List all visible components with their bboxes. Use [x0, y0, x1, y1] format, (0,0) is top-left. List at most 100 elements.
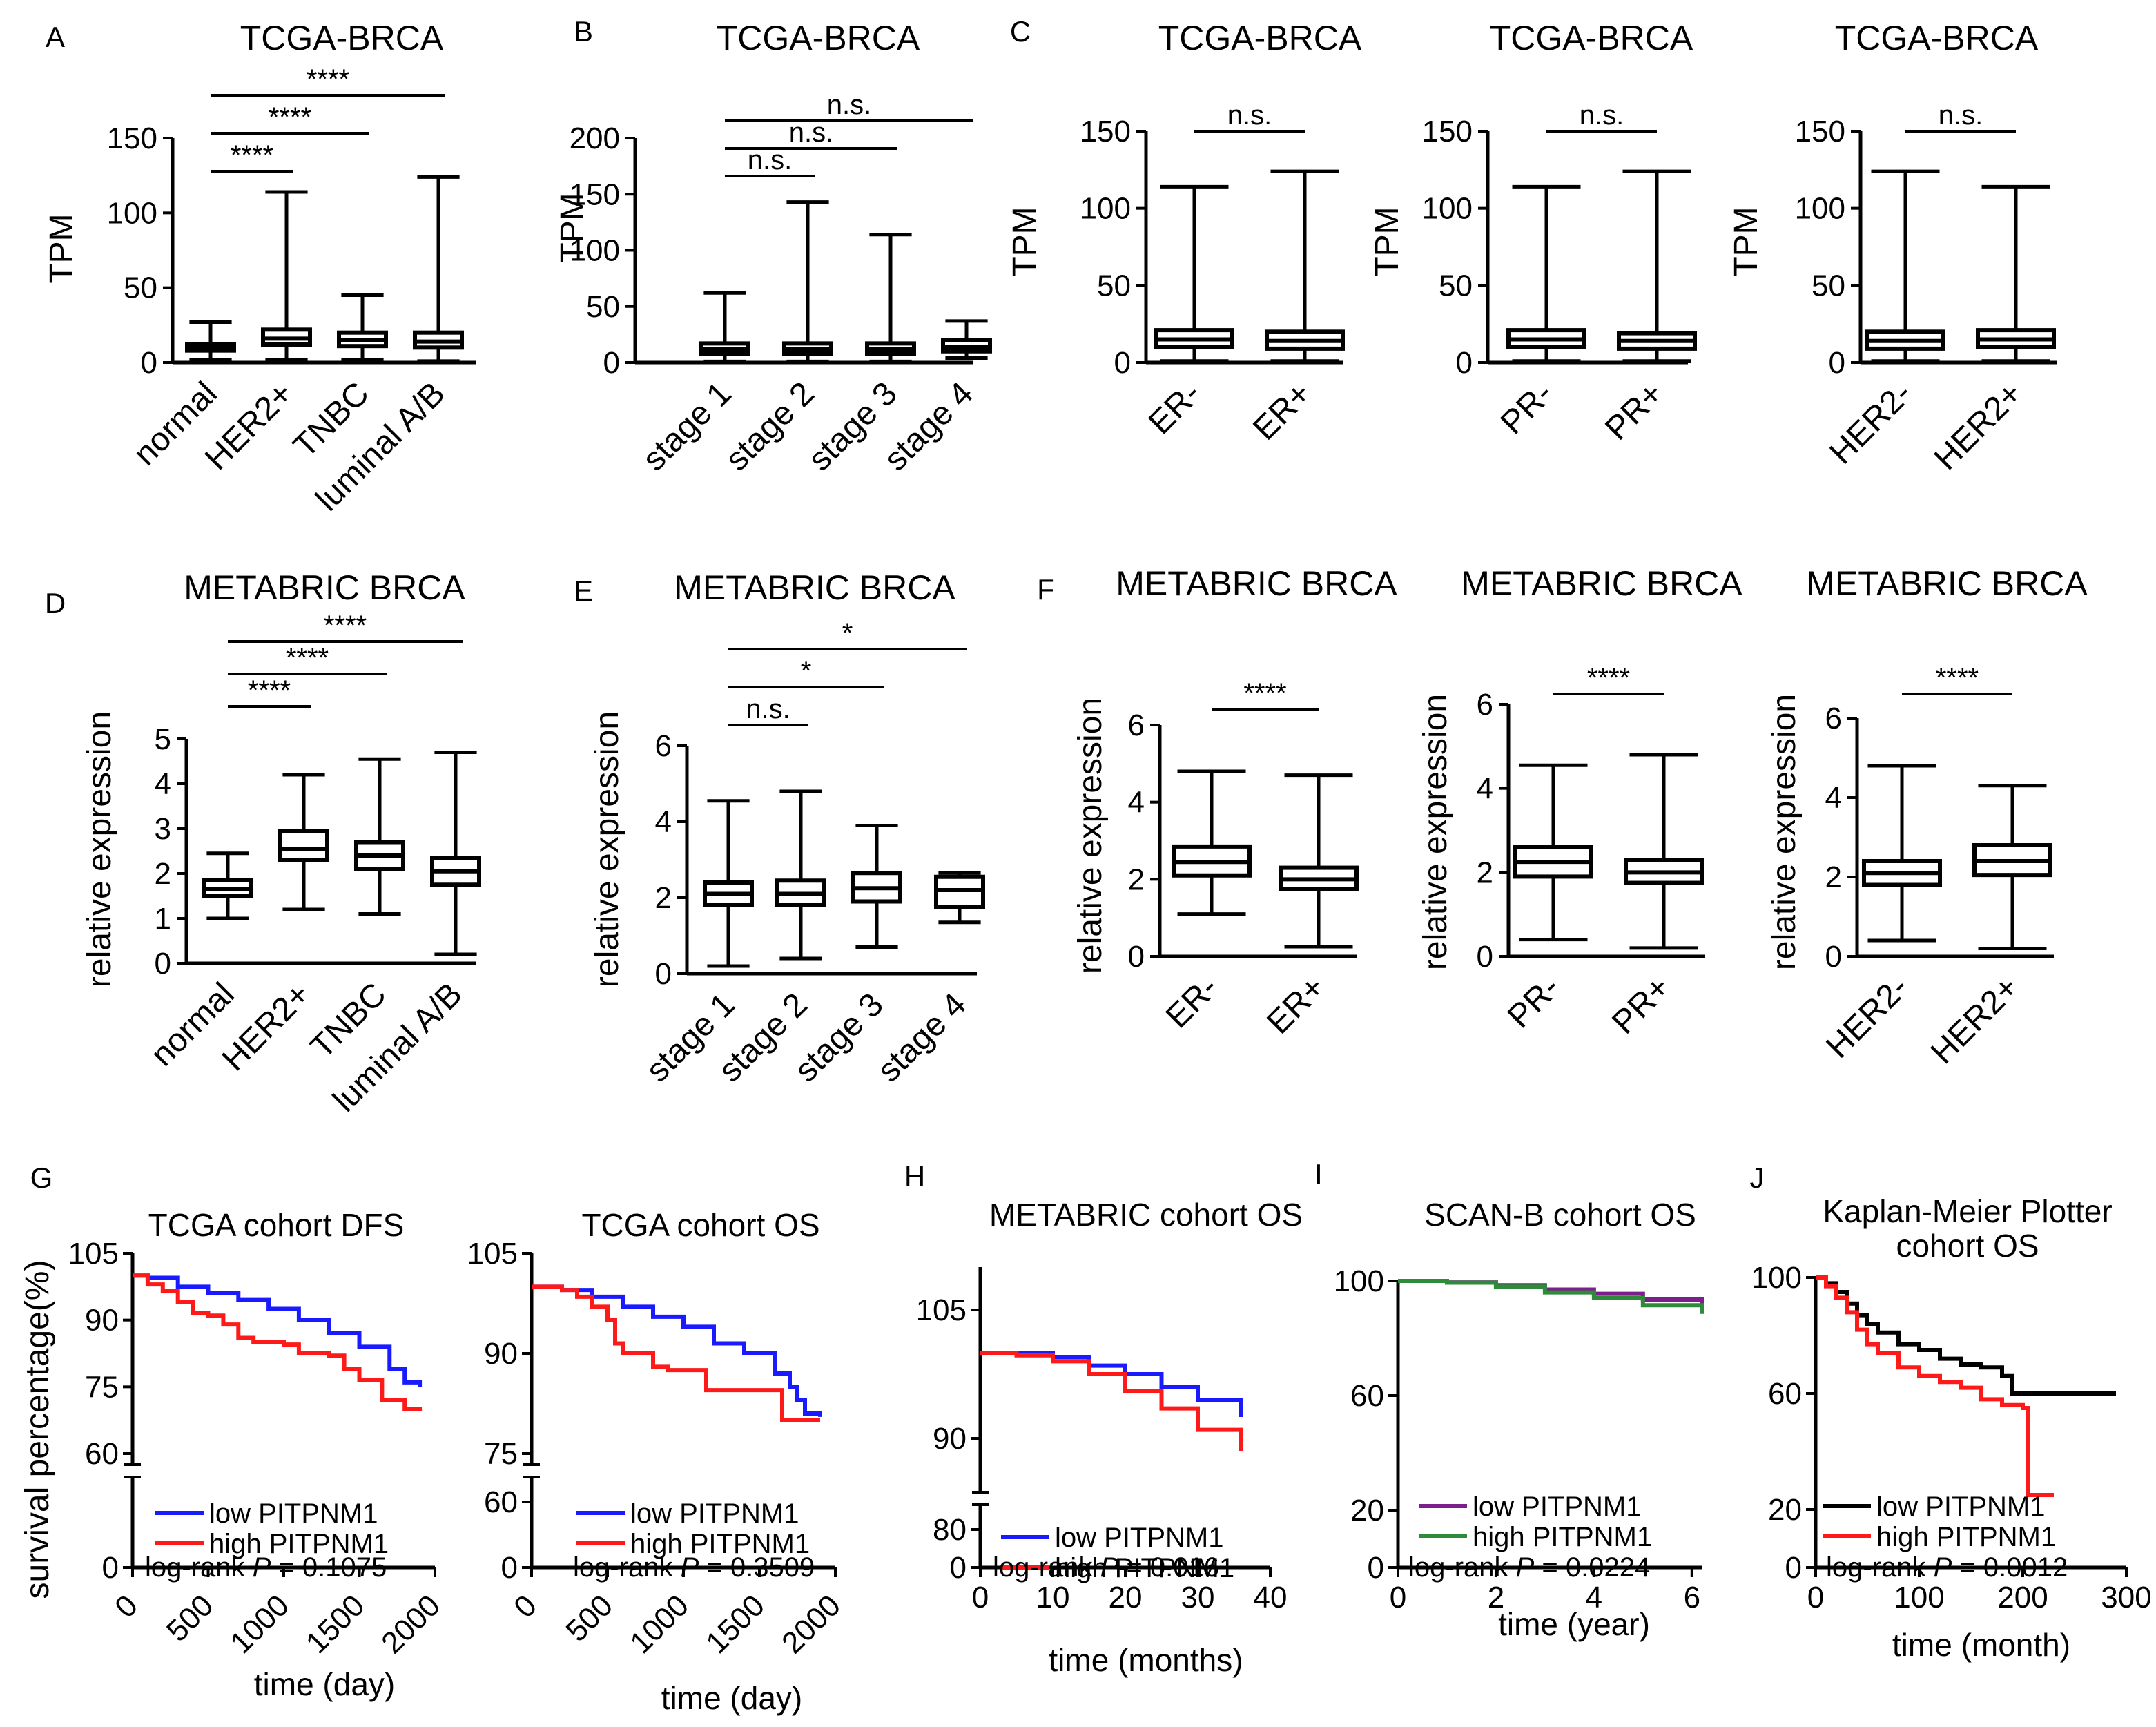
panel-label: F — [1037, 573, 1055, 606]
panel-label: D — [45, 587, 66, 619]
x-tick-label: 40 — [1254, 1581, 1288, 1614]
y-tick-label: 150 — [1795, 115, 1845, 148]
y-tick-label: 100 — [1751, 1261, 1802, 1295]
y-tick-label: 150 — [570, 177, 620, 211]
y-tick-label: 0 — [102, 1551, 119, 1585]
x-tick-label: stage 2 — [719, 375, 822, 478]
panel-label: E — [574, 575, 593, 607]
y-axis-label: relative expression — [589, 711, 625, 987]
y-tick-label: 100 — [1334, 1264, 1384, 1298]
boxplot-panel-9: METABRIC BRCA relative expression 0 2 4 6 PR- P… — [1417, 564, 1742, 1041]
x-tick-label: ER- — [1159, 969, 1225, 1035]
chart-title: Kaplan-Meier Plotter — [1823, 1193, 2112, 1229]
chart-title: TCGA-BRCA — [1490, 19, 1693, 57]
x-tick-label: 500 — [560, 1588, 620, 1648]
y-tick-label: 75 — [484, 1437, 518, 1471]
chart-title: SCAN-B cohort OS — [1424, 1197, 1696, 1233]
legend-label: high PITPNM1 — [1876, 1522, 2056, 1552]
survival-panel-2: TCGA cohort OS 0 60 75 90 105 0 500 1000 1500 2000… — [467, 1207, 847, 1716]
survival-curve — [532, 1284, 820, 1422]
pvalue-italic: P — [1934, 1552, 1952, 1583]
chart-title: METABRIC BRCA — [674, 568, 955, 607]
significance-label: n.s. — [748, 145, 792, 175]
y-tick-label: 50 — [124, 271, 157, 305]
x-tick-label: stage 1 — [636, 375, 739, 478]
y-tick-label: 0 — [1825, 940, 1842, 974]
legend-label: high PITPNM1 — [209, 1529, 389, 1559]
y-axis-label: TPM — [1728, 206, 1765, 276]
pvalue-suffix: = 0.0224 — [1534, 1552, 1650, 1583]
boxplot-panel-10: METABRIC BRCA relative expression 0 2 4 6 HER2… — [1766, 564, 2088, 1071]
y-tick-label: 0 — [1128, 940, 1145, 974]
y-axis-label: TPM — [43, 213, 80, 283]
legend-label: low PITPNM1 — [1473, 1492, 1642, 1522]
y-tick-label: 0 — [1368, 1551, 1384, 1585]
x-axis-label: time (day) — [254, 1666, 395, 1702]
pvalue-prefix: log-rank — [145, 1552, 253, 1583]
x-tick-label: 10 — [1036, 1581, 1070, 1614]
boxplot-panel-5: TCGA-BRCA TPM 0 50 100 150 HER2- HER2+ n.s. — [1728, 19, 2057, 477]
y-tick-label: 50 — [1812, 269, 1845, 302]
x-tick-label: 200 — [1997, 1581, 2048, 1614]
y-tick-label: 90 — [484, 1337, 518, 1371]
chart-title: TCGA-BRCA — [1158, 19, 1362, 57]
boxplot-panel-1: A TCGA-BRCATPM050100150normalHER2+TNBClum… — [43, 19, 476, 519]
significance-label: n.s. — [1939, 100, 1983, 131]
significance-label: **** — [248, 675, 291, 706]
significance-label: n.s. — [1227, 100, 1272, 131]
x-tick-label: PR- — [1501, 969, 1567, 1035]
y-tick-label: 60 — [85, 1437, 119, 1471]
significance-label: n.s. — [746, 694, 790, 724]
pvalue-suffix: = 0.0012 — [1952, 1552, 2068, 1583]
significance-label: * — [801, 656, 812, 686]
y-axis-label: TPM — [1369, 206, 1406, 276]
pvalue-italic: P — [253, 1552, 271, 1583]
y-tick-label: 4 — [1128, 786, 1145, 820]
y-axis-label: survival percentage(%) — [19, 1260, 56, 1599]
y-tick-label: 150 — [1080, 115, 1131, 148]
x-axis-label: time (months) — [1049, 1642, 1243, 1678]
x-tick-label: 2000 — [375, 1588, 447, 1660]
y-axis-label: relative expression — [81, 711, 118, 987]
panel-label: C — [1010, 15, 1031, 48]
significance-label: **** — [1587, 663, 1630, 693]
y-tick-label: 0 — [950, 1551, 967, 1585]
panel-label: B — [574, 15, 593, 48]
x-tick-label: 30 — [1181, 1581, 1215, 1614]
pvalue-italic: P — [1516, 1552, 1535, 1583]
x-tick-label: 100 — [1894, 1581, 1944, 1614]
survival-curve — [532, 1284, 822, 1417]
significance-label: **** — [1243, 678, 1286, 708]
chart-title: METABRIC cohort OS — [989, 1197, 1303, 1233]
survival-curve — [980, 1351, 1243, 1451]
axis-break-gap — [973, 1492, 987, 1506]
x-tick-label: HER2+ — [1927, 375, 2030, 477]
x-tick-label: 1500 — [699, 1588, 771, 1660]
x-tick-label: HER2- — [1823, 375, 1919, 471]
pvalue-suffix: = 0.1075 — [271, 1552, 387, 1583]
y-tick-label: 2 — [1477, 856, 1493, 889]
x-tick-label: 20 — [1109, 1581, 1143, 1614]
x-tick-label: 0 — [507, 1588, 543, 1624]
x-tick-label: 500 — [160, 1588, 220, 1648]
legend-label: high PITPNM1 — [1055, 1553, 1234, 1583]
legend-label: low PITPNM1 — [209, 1498, 378, 1529]
chart-title: METABRIC BRCA — [1461, 564, 1742, 603]
pvalue-italic: P — [681, 1552, 699, 1583]
panel-label: H — [904, 1160, 925, 1193]
y-tick-label: 4 — [1825, 781, 1842, 815]
chart-title: METABRIC BRCA — [1806, 564, 2088, 603]
pvalue-prefix: log-rank — [993, 1552, 1100, 1583]
y-tick-label: 100 — [570, 234, 620, 268]
axis-break-gap — [126, 1465, 139, 1478]
x-tick-label: 0 — [1390, 1581, 1406, 1614]
panel-label: G — [30, 1161, 53, 1194]
y-tick-label: 150 — [107, 122, 157, 155]
y-tick-label: 100 — [1422, 192, 1473, 226]
pvalue-label: log-rank P = 0.016 — [993, 1552, 1219, 1583]
chart-title: TCGA cohort DFS — [148, 1207, 405, 1243]
pvalue-label: log-rank P = 0.3509 — [573, 1552, 815, 1583]
chart-title: METABRIC BRCA — [184, 568, 465, 607]
